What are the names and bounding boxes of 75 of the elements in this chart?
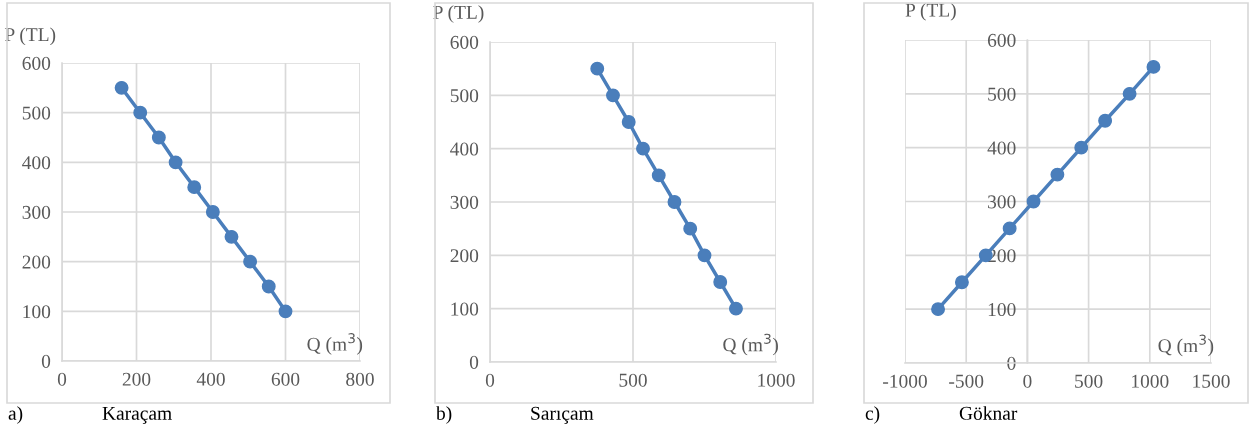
y-tick-label: 300	[22, 205, 51, 219]
y-tick-label: 0	[469, 355, 479, 369]
text: Sarıçam	[531, 406, 594, 424]
y-tick-label: 500	[988, 87, 1016, 101]
y-tick-label: 0	[1007, 356, 1016, 370]
point	[713, 275, 728, 289]
y-tick-label: 200	[450, 249, 479, 263]
y-axis-title: P (TL)	[905, 2, 956, 21]
x-tick-label: 0	[485, 373, 495, 387]
x-tick-label: -1000	[883, 374, 927, 388]
x-tick-label: 1500	[1193, 374, 1230, 388]
point	[1098, 113, 1113, 128]
point	[151, 130, 166, 145]
point	[1146, 59, 1161, 74]
y-tick-label: 100	[23, 305, 51, 319]
point	[261, 279, 276, 294]
point	[114, 80, 129, 95]
point	[729, 301, 743, 316]
x-tick-label: 400	[196, 372, 225, 386]
x-axis-title: Q (m$^{3}$)	[1158, 334, 1214, 357]
y-tick-label: 500	[450, 89, 479, 103]
y-tick-label: 600	[450, 35, 479, 49]
point	[224, 229, 239, 244]
point	[697, 248, 712, 263]
y-tick-label: 400	[450, 142, 479, 156]
point	[667, 195, 682, 209]
y-axis-title: P (TL)	[433, 5, 484, 23]
y-tick-label: 0	[41, 354, 51, 368]
point	[278, 304, 293, 319]
point	[651, 168, 666, 183]
x-tick-label: 500	[619, 373, 647, 387]
point	[168, 155, 183, 170]
point	[683, 221, 698, 236]
x-tick-label: 0	[57, 372, 67, 386]
point	[1074, 140, 1089, 155]
text: a)	[8, 406, 23, 424]
y-tick-label: 300	[450, 195, 479, 209]
x-tick-label: 500	[1075, 374, 1103, 388]
x-axis-title: Q (m$^{3}$)	[723, 333, 778, 356]
x-tick-label: 0	[1023, 374, 1032, 388]
x-tick-label: -500	[949, 374, 984, 388]
y-tick-label: 500	[22, 106, 51, 120]
text: Göknar	[959, 406, 1018, 420]
text: Karaçam	[102, 406, 172, 424]
y-axis-title: P (TL)	[4, 27, 56, 46]
y-tick-label: 400	[987, 141, 1016, 155]
y-tick-label: 600	[987, 33, 1016, 47]
point	[1026, 194, 1041, 209]
point	[187, 180, 202, 195]
y-tick-label: 300	[988, 195, 1016, 209]
text: b)	[436, 406, 452, 424]
point	[205, 205, 220, 219]
y-tick-label: 400	[22, 156, 51, 170]
point	[1050, 167, 1065, 182]
x-tick-label: 1000	[758, 373, 795, 387]
point	[636, 141, 650, 156]
point	[133, 105, 148, 120]
x-tick-label: 1000	[1132, 374, 1169, 388]
point	[243, 254, 258, 269]
x-tick-label: 600	[271, 372, 300, 386]
x-axis-title: Q (m$^{3}$)	[307, 333, 363, 355]
y-tick-label: 100	[451, 302, 479, 316]
y-tick-label: 200	[22, 255, 51, 269]
point	[621, 115, 636, 129]
x-tick-label: 800	[346, 372, 374, 386]
point	[606, 88, 620, 103]
y-tick-label: 600	[22, 56, 51, 70]
point	[1122, 86, 1137, 101]
point	[954, 275, 969, 290]
point	[1002, 221, 1017, 236]
y-tick-label: 100	[988, 302, 1016, 317]
text: c)	[865, 406, 880, 424]
point	[590, 61, 605, 76]
point	[931, 302, 945, 317]
x-tick-label: 200	[122, 372, 151, 386]
